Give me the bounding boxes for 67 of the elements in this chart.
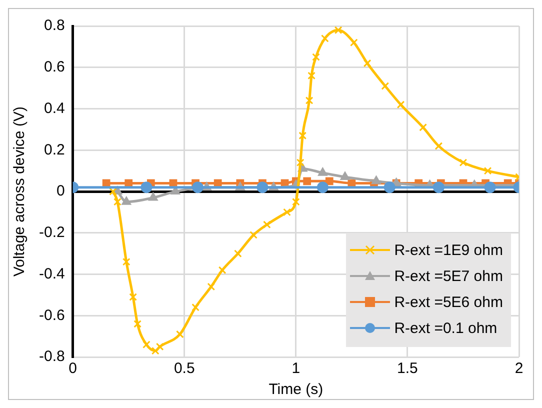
point (148, 192, 158, 201)
point (350, 38, 358, 46)
point (381, 82, 390, 90)
x-tick-label: 0 (68, 360, 78, 378)
point (292, 198, 300, 206)
point (122, 258, 130, 266)
point (207, 282, 216, 291)
y-tick-label: -0.4 (38, 265, 65, 282)
legend-label: R-ext =0.1 ohm (394, 320, 498, 336)
point (484, 166, 492, 175)
point (363, 59, 372, 68)
legend-label: R-ext =1E9 ohm (394, 242, 503, 258)
y-tick-label: 0 (56, 182, 65, 200)
point (434, 142, 443, 150)
point (176, 330, 184, 338)
point (192, 303, 200, 312)
y-tick-label: 0.2 (44, 141, 65, 158)
point (156, 342, 164, 351)
point (298, 132, 307, 140)
point (340, 172, 350, 180)
point (256, 182, 268, 194)
point (283, 208, 291, 216)
point (129, 293, 138, 301)
y-tick-label: -0.2 (38, 224, 65, 242)
point (459, 158, 468, 166)
point (296, 158, 304, 166)
point (250, 231, 258, 239)
point (151, 346, 160, 355)
point (170, 186, 180, 194)
point (325, 177, 334, 186)
legend-label: R-ext =5E6 ohm (394, 294, 503, 310)
point (419, 123, 428, 132)
legend-label: R-ext =5E7 ohm (394, 268, 503, 284)
y-tick-label: 0.6 (44, 58, 65, 76)
point (109, 188, 117, 196)
point (318, 168, 328, 176)
point (312, 53, 320, 61)
point (372, 176, 381, 184)
point (384, 182, 396, 194)
x-axis-title: Time (s) (268, 381, 324, 398)
point (234, 250, 242, 258)
point (320, 34, 329, 42)
point (192, 182, 204, 194)
point (432, 182, 444, 194)
point (218, 266, 226, 274)
x-tick-label: 0.5 (174, 360, 195, 378)
point (305, 96, 314, 104)
point (334, 26, 342, 34)
point (316, 182, 328, 194)
point (134, 320, 142, 328)
y-tick-label: 0.4 (44, 100, 65, 117)
x-tick-label: 1 (292, 360, 300, 378)
point (262, 220, 271, 229)
point (396, 100, 405, 109)
y-tick-label: -0.6 (38, 306, 65, 324)
point (308, 72, 316, 80)
y-tick-label: 0.8 (44, 17, 65, 34)
y-axis-title: Voltage across device (V) (11, 106, 28, 277)
point (122, 196, 132, 205)
y-tick-label: -0.8 (38, 348, 65, 366)
x-tick-label: 1.5 (397, 360, 418, 378)
point (140, 182, 152, 194)
point (484, 182, 496, 194)
point (303, 177, 312, 186)
x-tick-label: 2 (514, 360, 524, 378)
point (114, 198, 122, 206)
point (142, 340, 150, 349)
